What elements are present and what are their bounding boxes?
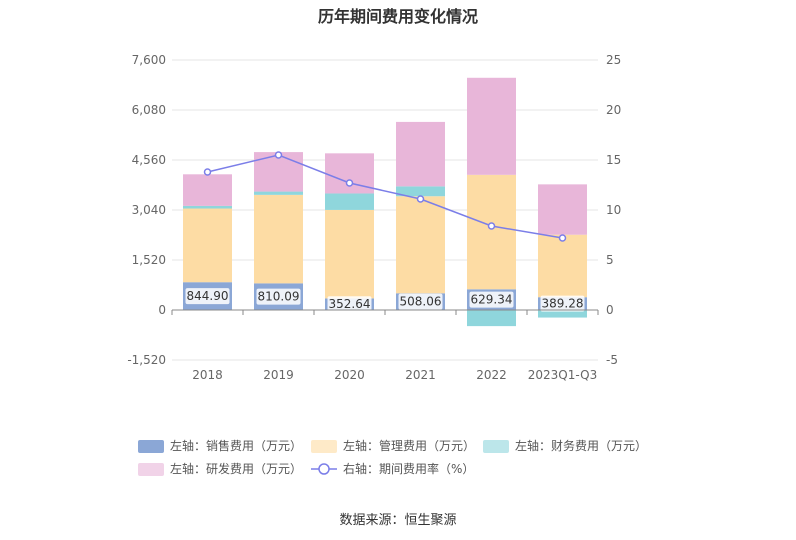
- bar-finance: [325, 193, 374, 210]
- bar-admin: [325, 209, 374, 299]
- right-tick-label: 5: [606, 253, 614, 267]
- bar-rd: [183, 174, 232, 206]
- bar-finance: [396, 186, 445, 197]
- bar-rd: [538, 184, 587, 235]
- bar-admin: [396, 196, 445, 294]
- data-label-sales: 844.90: [187, 289, 229, 303]
- legend-swatch: [138, 463, 164, 476]
- rate-point: [274, 151, 283, 159]
- data-label-bg: [469, 291, 514, 308]
- right-tick-label: -5: [606, 353, 618, 367]
- legend-label: 左轴：财务费用（万元）: [515, 438, 647, 453]
- data-label-bg: [540, 295, 585, 312]
- left-tick-label: 0: [158, 303, 166, 317]
- left-tick-label: 6,080: [132, 103, 166, 117]
- legend-label: 左轴：管理费用（万元）: [343, 438, 475, 453]
- data-label-bg: [398, 293, 443, 310]
- legend-swatch: [483, 440, 509, 453]
- bar-finance: [183, 205, 232, 209]
- rate-line-path: [207, 154, 563, 239]
- legend-label: 右轴：期间费用率（%）: [343, 461, 474, 476]
- rate-point: [203, 168, 212, 176]
- x-tick-label: 2023Q1-Q3: [528, 368, 597, 382]
- data-labels: 844.90 810.09 352.64 508.06 629.34 389.28: [185, 288, 585, 313]
- bar-finance: [467, 310, 516, 327]
- axes: 7,600 6,080 4,560 3,040 1,520 0 -1,520 25 20 15 10…: [127, 53, 621, 382]
- left-tick-label: 1,520: [132, 253, 166, 267]
- legend-swatch: [138, 440, 164, 453]
- bar-rd: [396, 121, 445, 187]
- bar-admin: [467, 174, 516, 290]
- bar-rd: [467, 77, 516, 175]
- source-note: 数据来源：恒生聚源: [339, 513, 456, 528]
- data-label-bg: [185, 288, 230, 305]
- data-label-sales: 508.06: [400, 295, 442, 309]
- left-tick-label: -1,520: [127, 353, 166, 367]
- legend: 左轴：销售费用（万元） 左轴：管理费用（万元） 左轴：财务费用（万元） 左轴：研发费用…: [138, 438, 647, 476]
- legend-label: 左轴：研发费用（万元）: [170, 461, 302, 476]
- left-tick-label: 4,560: [132, 153, 166, 167]
- data-label-sales: 629.34: [471, 293, 513, 307]
- data-label-bg: [327, 296, 372, 313]
- x-tick-label: 2019: [263, 368, 294, 382]
- legend-line-marker: [318, 463, 330, 475]
- bar-admin: [183, 208, 232, 283]
- x-tick-label: 2022: [476, 368, 507, 382]
- legend-label: 左轴：销售费用（万元）: [170, 438, 302, 453]
- rate-point: [558, 234, 567, 242]
- left-tick-label: 7,600: [132, 53, 166, 67]
- rate-point: [487, 222, 496, 230]
- rate-point: [345, 179, 354, 187]
- data-label-bg: [256, 288, 301, 305]
- data-label-sales: 352.64: [329, 297, 371, 311]
- x-tick-label: 2020: [334, 368, 365, 382]
- data-label-sales: 810.09: [258, 290, 300, 304]
- right-tick-label: 20: [606, 103, 621, 117]
- right-tick-label: 10: [606, 203, 621, 217]
- bar-finance: [538, 310, 587, 318]
- right-tick-label: 25: [606, 53, 621, 67]
- right-tick-label: 0: [606, 303, 614, 317]
- x-tick-label: 2018: [192, 368, 223, 382]
- chart-title: 历年期间费用变化情况: [318, 7, 478, 26]
- data-label-sales: 389.28: [542, 297, 584, 311]
- right-tick-label: 15: [606, 153, 621, 167]
- bars: [183, 77, 587, 327]
- bar-admin: [254, 194, 303, 284]
- x-tick-label: 2021: [405, 368, 436, 382]
- left-tick-label: 3,040: [132, 203, 166, 217]
- bar-admin: [538, 234, 587, 298]
- legend-swatch: [311, 440, 337, 453]
- rate-line: [203, 151, 567, 242]
- rate-point: [416, 195, 425, 203]
- bar-finance: [254, 191, 303, 195]
